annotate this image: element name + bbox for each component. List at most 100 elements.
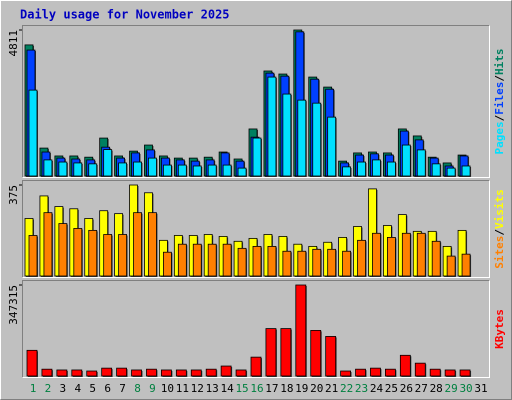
bar [267, 245, 277, 277]
x-tick-label: 16 [250, 382, 263, 395]
bar [372, 159, 381, 177]
bar [162, 251, 172, 277]
bar [461, 253, 471, 277]
x-tick-label: 9 [149, 382, 156, 395]
y-tick-label: 4811 [7, 30, 20, 57]
legend-separator: / [493, 114, 506, 121]
bar [429, 368, 441, 377]
bar [252, 245, 262, 277]
x-tick-label: 28 [430, 382, 443, 395]
bar [372, 232, 381, 277]
bar [461, 165, 471, 177]
x-tick-label: 25 [385, 382, 398, 395]
bar [237, 247, 247, 277]
bar [357, 161, 366, 177]
bar [116, 367, 127, 377]
bar [41, 368, 53, 377]
bar [118, 162, 127, 177]
x-tick-label: 6 [104, 382, 111, 395]
x-tick-label: 21 [325, 382, 338, 395]
bar [148, 212, 157, 277]
x-tick-label: 20 [310, 382, 323, 395]
bar [190, 369, 202, 377]
legend-entry: Sites [493, 236, 506, 269]
panel-border-dark [22, 280, 490, 378]
x-tick-label: 18 [280, 382, 293, 395]
bar [192, 165, 202, 177]
bar [342, 250, 352, 277]
bar [267, 76, 277, 177]
bar [370, 367, 381, 377]
x-tick-label: 13 [206, 382, 219, 395]
x-tick-label: 8 [134, 382, 141, 395]
bar [416, 149, 426, 177]
bar [444, 369, 456, 377]
bar [416, 232, 426, 277]
x-tick-label: 19 [295, 382, 308, 395]
bar [205, 368, 217, 377]
bar [162, 164, 172, 177]
bar [297, 250, 307, 277]
bar [131, 369, 142, 377]
bar [43, 212, 53, 277]
bar [325, 336, 337, 377]
y-tick-label: 347315 [7, 285, 20, 325]
bar [414, 362, 426, 377]
panel-border-light [22, 280, 490, 378]
legend-separator: / [493, 229, 506, 236]
panel-border-light [22, 25, 490, 178]
bar [192, 243, 202, 277]
bar [386, 237, 396, 277]
legend: KBytes [493, 309, 506, 349]
bar [310, 330, 322, 377]
bar [327, 116, 337, 177]
legend: Pages/Files/Hits [493, 49, 506, 155]
x-tick-label: 29 [445, 382, 458, 395]
bar [73, 162, 83, 177]
bar [160, 369, 172, 377]
bar [297, 99, 307, 177]
bar [265, 328, 277, 377]
x-tick-label: 10 [161, 382, 174, 395]
bar [446, 167, 456, 177]
bar [312, 248, 322, 277]
bar [73, 228, 83, 277]
bar [237, 167, 247, 177]
bar [399, 354, 411, 377]
x-tick-label: 2 [45, 382, 52, 395]
bar [58, 161, 68, 177]
legend-entry: Files [493, 82, 506, 115]
bar [88, 229, 98, 277]
bar [177, 243, 187, 277]
bar [222, 243, 232, 277]
bar [250, 356, 262, 377]
x-tick-label: 27 [415, 382, 428, 395]
bar [386, 161, 396, 177]
bar [133, 161, 142, 177]
chart-title: Daily usage for November 2025 [20, 8, 230, 22]
y-tick-label: 375 [7, 185, 20, 205]
bar [431, 163, 441, 177]
x-tick-label: 3 [60, 382, 67, 395]
bar [340, 370, 352, 377]
bar [28, 89, 38, 177]
x-tick-label: 14 [221, 382, 235, 395]
legend-separator: / [493, 75, 506, 82]
bar [146, 368, 157, 377]
x-tick-label: 17 [265, 382, 278, 395]
bar [220, 365, 232, 377]
bar [342, 166, 352, 177]
bar [431, 240, 441, 277]
x-tick-label: 1 [30, 382, 37, 395]
bar [58, 223, 68, 277]
bar [118, 234, 127, 277]
bar [459, 369, 471, 377]
bar [282, 250, 292, 277]
x-tick-label: 30 [459, 382, 472, 395]
bar [103, 149, 113, 177]
bar [327, 248, 337, 277]
bar [177, 164, 187, 177]
x-tick-label: 26 [400, 382, 413, 395]
bar [28, 235, 38, 277]
